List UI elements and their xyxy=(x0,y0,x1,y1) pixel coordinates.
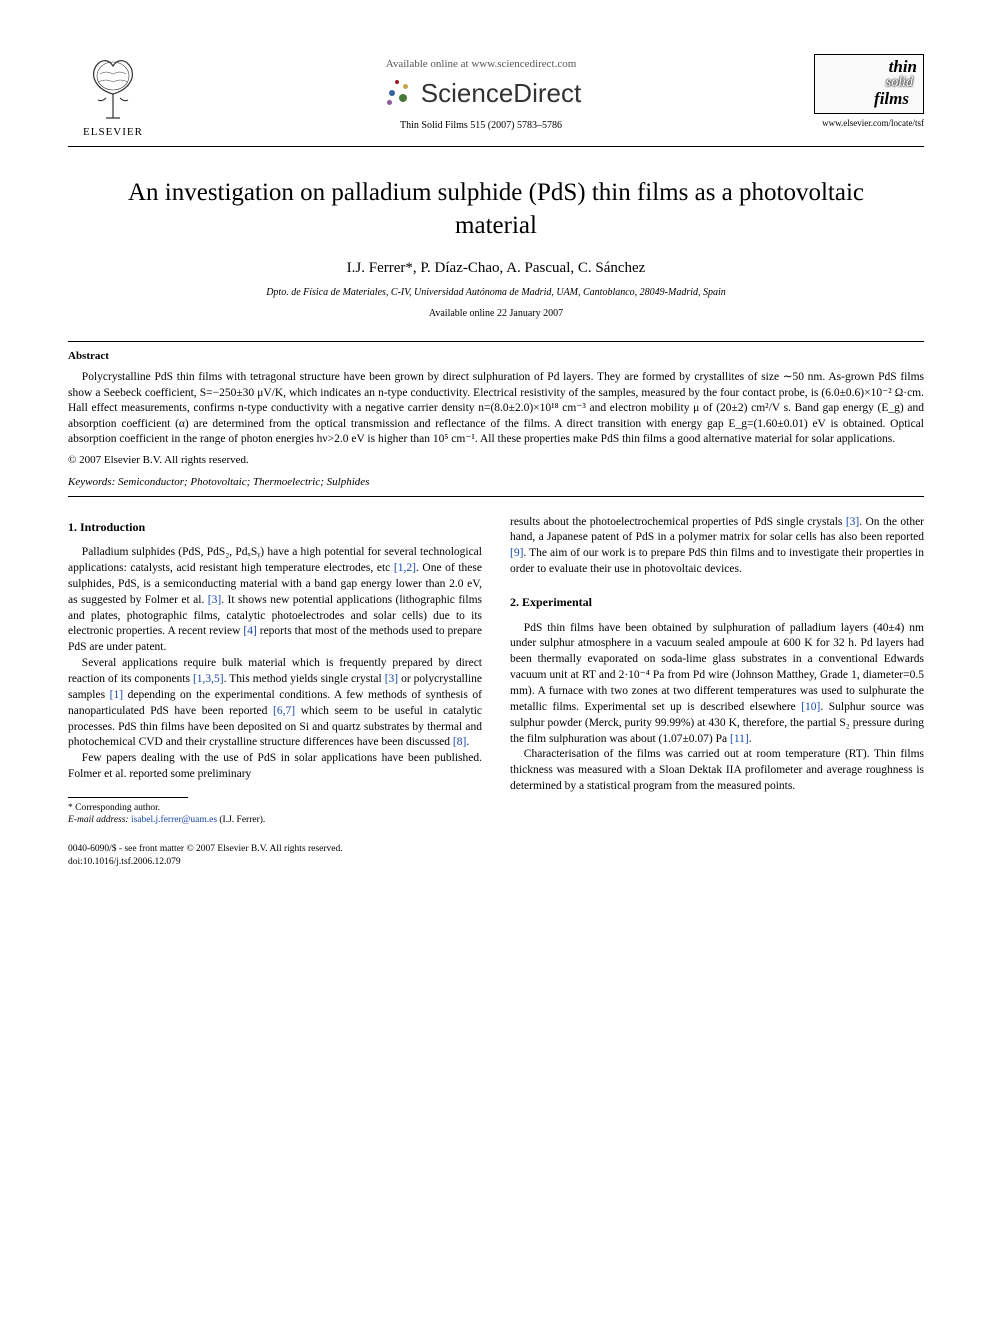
abstract-body: Polycrystalline PdS thin films with tetr… xyxy=(68,370,924,448)
experimental-heading: 2. Experimental xyxy=(510,594,924,611)
thin-solid-films-logo: thin solid films xyxy=(814,54,924,114)
sciencedirect-dots-icon xyxy=(381,76,415,110)
affiliation: Dpto. de Física de Materiales, C-IV, Uni… xyxy=(68,287,924,298)
available-date: Available online 22 January 2007 xyxy=(68,308,924,319)
authors: I.J. Ferrer*, P. Díaz-Chao, A. Pascual, … xyxy=(68,260,924,277)
header-rule xyxy=(68,146,924,147)
ref-link[interactable]: [9] xyxy=(510,547,523,559)
ref-link[interactable]: [4] xyxy=(243,625,256,637)
ref-link[interactable]: [3] xyxy=(385,673,398,685)
ref-link[interactable]: [1,3,5] xyxy=(193,673,224,685)
ref-link[interactable]: [3] xyxy=(208,594,221,606)
right-column: results about the photoelectrochemical p… xyxy=(510,515,924,869)
body-columns: 1. Introduction Palladium sulphides (PdS… xyxy=(68,515,924,869)
center-header: Available online at www.sciencedirect.co… xyxy=(158,54,804,131)
elsevier-tree-icon xyxy=(78,54,148,124)
journal-url: www.elsevier.com/locate/tsf xyxy=(804,118,924,128)
keywords-label: Keywords: xyxy=(68,476,115,488)
experimental-paragraph-2: Characterisation of the films was carrie… xyxy=(510,747,924,795)
intro-paragraph-1: Palladium sulphides (PdS, PdS₂, PdₓSᵧ) h… xyxy=(68,545,482,656)
ref-link[interactable]: [3] xyxy=(846,516,859,528)
available-online-text: Available online at www.sciencedirect.co… xyxy=(158,58,804,70)
corresponding-label: * Corresponding author. xyxy=(68,802,482,814)
intro-paragraph-3: Few papers dealing with the use of PdS i… xyxy=(68,751,482,783)
ref-link[interactable]: [11] xyxy=(730,733,749,745)
doi: doi:10.1016/j.tsf.2006.12.079 xyxy=(68,856,482,869)
email-line: E-mail address: isabel.j.ferrer@uam.es (… xyxy=(68,814,482,826)
abstract-top-rule xyxy=(68,341,924,342)
journal-logo-block: thin solid films www.elsevier.com/locate… xyxy=(804,54,924,128)
ref-link[interactable]: [10] xyxy=(801,701,820,713)
left-column: 1. Introduction Palladium sulphides (PdS… xyxy=(68,515,482,869)
copyright: © 2007 Elsevier B.V. All rights reserved… xyxy=(68,454,924,466)
footnote-separator xyxy=(68,797,188,798)
ref-link[interactable]: [8] xyxy=(453,736,466,748)
tsf-thin: thin xyxy=(889,57,917,77)
intro-continued: results about the photoelectrochemical p… xyxy=(510,515,924,578)
abstract-heading: Abstract xyxy=(68,350,924,362)
ref-link[interactable]: [1,2] xyxy=(394,562,416,574)
keywords-list: Semiconductor; Photovoltaic; Thermoelect… xyxy=(118,476,369,488)
email-attribution: (I.J. Ferrer). xyxy=(219,815,265,825)
article-title: An investigation on palladium sulphide (… xyxy=(108,177,884,242)
keywords-line: Keywords: Semiconductor; Photovoltaic; T… xyxy=(68,476,924,488)
abstract-text: Polycrystalline PdS thin films with tetr… xyxy=(68,370,924,448)
elsevier-label: ELSEVIER xyxy=(83,126,143,138)
ref-link[interactable]: [1] xyxy=(110,689,123,701)
email-link[interactable]: isabel.j.ferrer@uam.es xyxy=(131,815,217,825)
corresponding-author-footnote: * Corresponding author. E-mail address: … xyxy=(68,802,482,827)
front-matter-line: 0040-6090/$ - see front matter © 2007 El… xyxy=(68,843,482,856)
ref-link[interactable]: [6,7] xyxy=(273,705,295,717)
sciencedirect-logo: ScienceDirect xyxy=(158,76,804,110)
introduction-heading: 1. Introduction xyxy=(68,519,482,536)
page-header: ELSEVIER Available online at www.science… xyxy=(68,54,924,138)
abstract-bottom-rule xyxy=(68,496,924,497)
experimental-paragraph-1: PdS thin films have been obtained by sul… xyxy=(510,621,924,748)
sciencedirect-text: ScienceDirect xyxy=(421,78,581,109)
intro-paragraph-2: Several applications require bulk materi… xyxy=(68,656,482,751)
email-label: E-mail address: xyxy=(68,815,129,825)
elsevier-logo: ELSEVIER xyxy=(68,54,158,138)
tsf-films: films xyxy=(874,89,909,109)
journal-reference: Thin Solid Films 515 (2007) 5783–5786 xyxy=(158,120,804,131)
